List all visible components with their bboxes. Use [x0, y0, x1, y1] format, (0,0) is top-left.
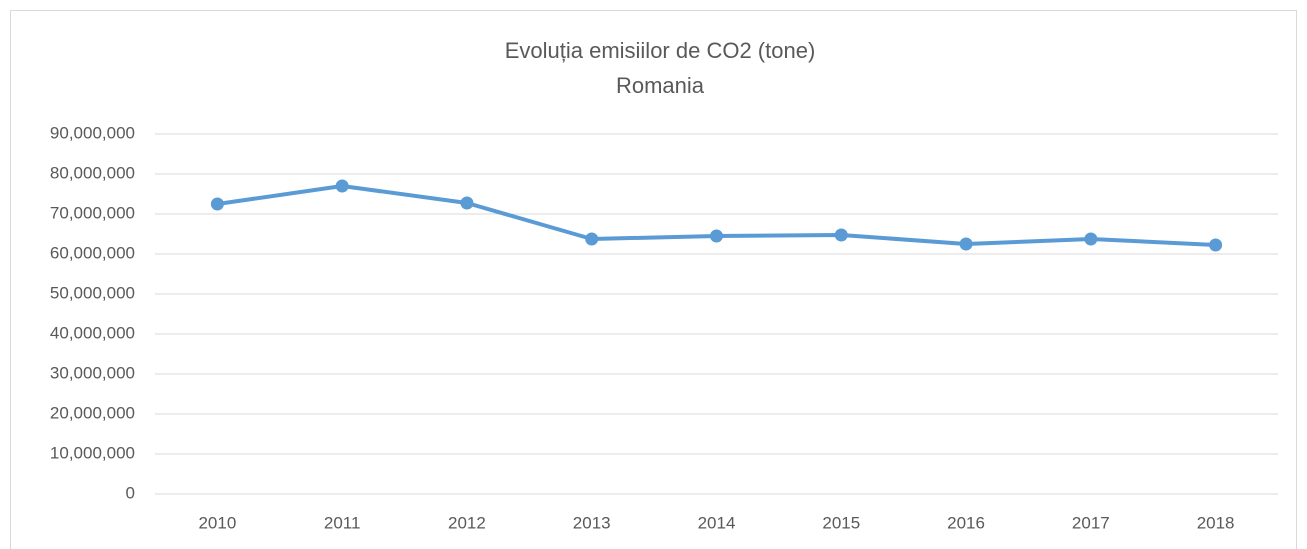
- y-tick-label: 70,000,000: [50, 203, 135, 222]
- x-tick-label: 2017: [1072, 513, 1110, 532]
- y-tick-label: 40,000,000: [50, 323, 135, 342]
- y-tick-label: 0: [126, 483, 135, 502]
- data-point: [460, 196, 474, 210]
- chart-title: Evoluția emisiilor de CO2 (tone): [505, 38, 816, 63]
- y-tick-label: 10,000,000: [50, 443, 135, 462]
- chart-subtitle: Romania: [616, 73, 705, 98]
- data-point: [959, 237, 973, 251]
- x-tick-label: 2014: [698, 513, 736, 532]
- y-tick-label: 80,000,000: [50, 163, 135, 182]
- chart-frame: [10, 10, 1297, 549]
- x-tick-label: 2010: [198, 513, 236, 532]
- x-tick-label: 2013: [573, 513, 611, 532]
- y-tick-label: 50,000,000: [50, 283, 135, 302]
- y-tick-label: 90,000,000: [50, 123, 135, 142]
- x-tick-label: 2012: [448, 513, 486, 532]
- x-tick-label: 2016: [947, 513, 985, 532]
- y-tick-label: 20,000,000: [50, 403, 135, 422]
- data-point: [210, 197, 224, 211]
- data-point: [710, 229, 723, 243]
- data-point: [335, 179, 349, 193]
- y-tick-label: 60,000,000: [50, 243, 135, 262]
- data-point: [834, 228, 848, 242]
- y-tick-label: 30,000,000: [50, 363, 135, 382]
- data-point: [1209, 238, 1223, 252]
- data-point: [1084, 232, 1098, 246]
- x-tick-label: 2011: [324, 513, 361, 532]
- x-tick-label: 2018: [1197, 513, 1235, 532]
- data-point: [585, 232, 599, 246]
- x-tick-label: 2015: [822, 513, 860, 532]
